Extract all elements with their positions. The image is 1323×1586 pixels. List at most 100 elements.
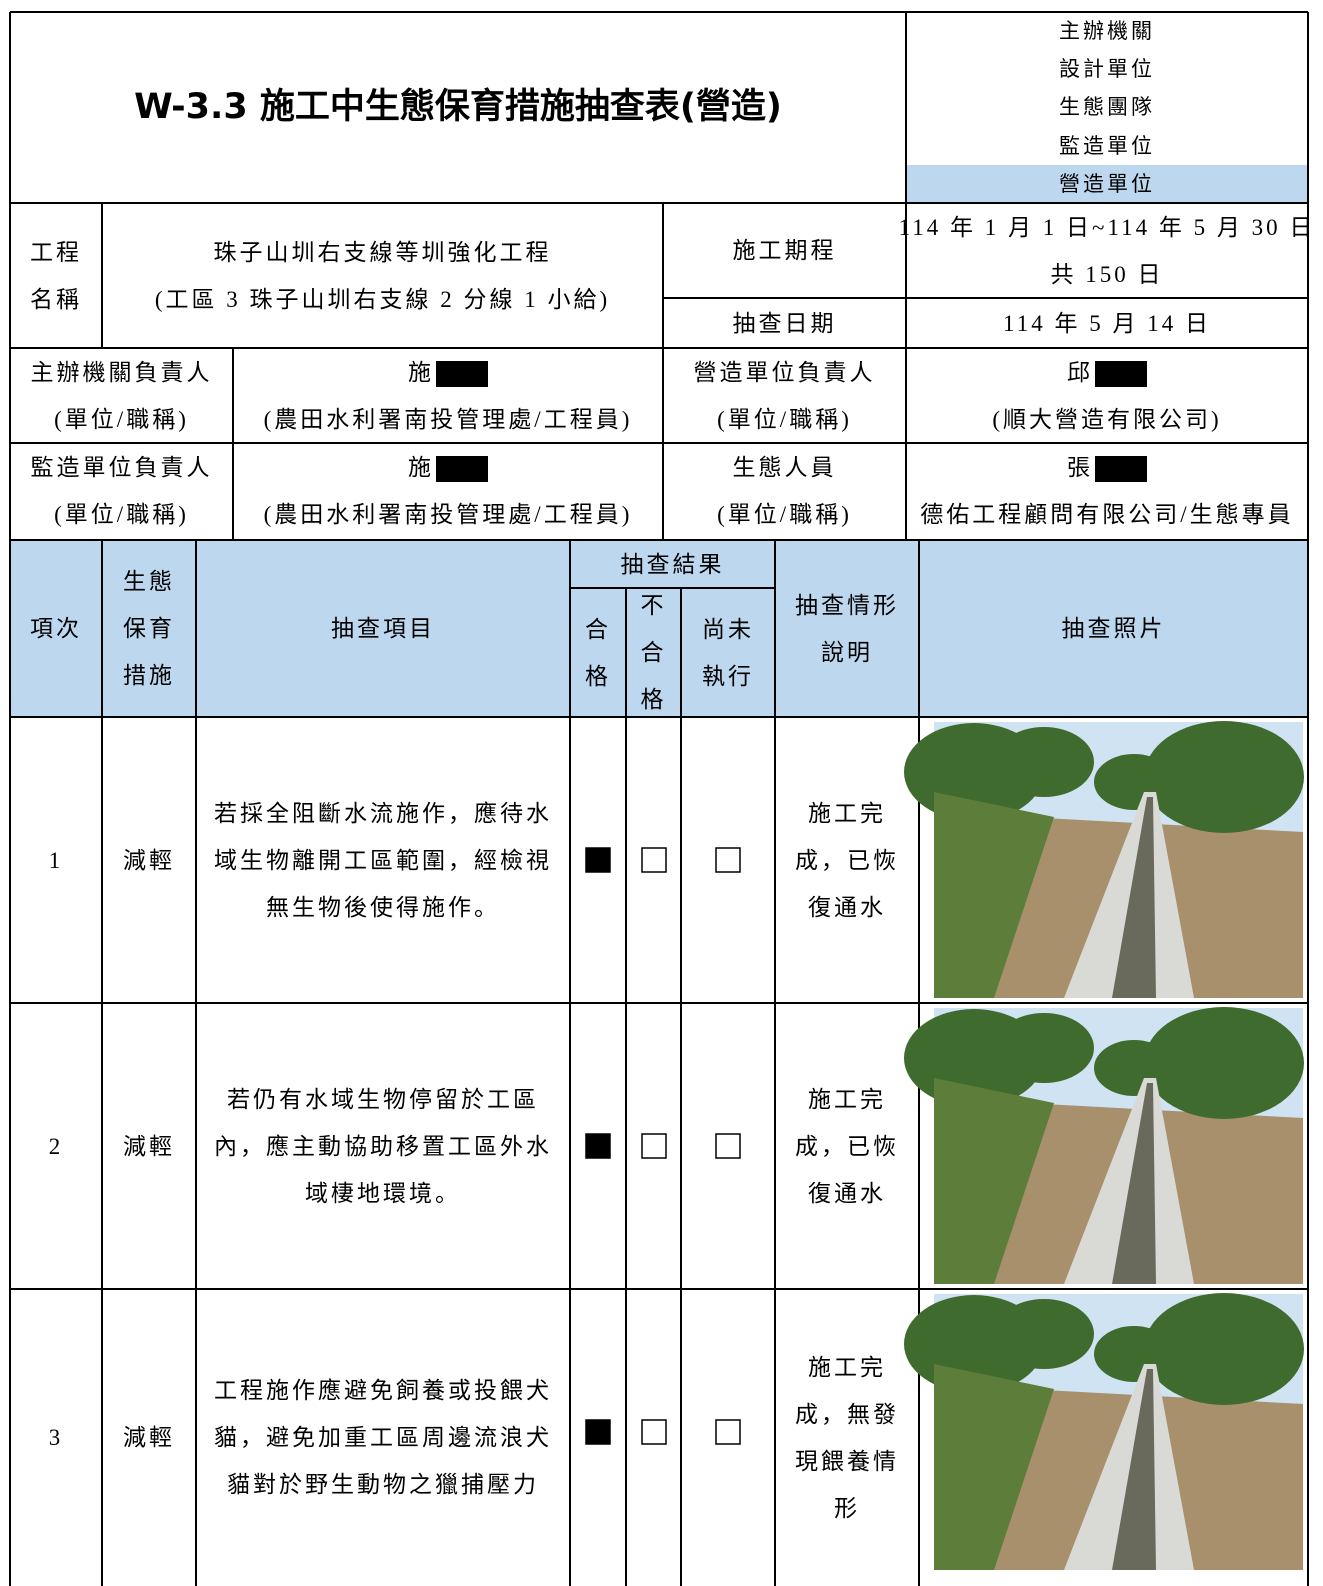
col-header-line: 不 bbox=[640, 593, 667, 618]
photo-tree bbox=[1094, 1326, 1174, 1382]
photo-channel bbox=[1064, 792, 1194, 998]
photo-tree bbox=[994, 1013, 1094, 1083]
col-header-line: 合 bbox=[585, 616, 611, 642]
unit-list-line: 營造單位 bbox=[1059, 171, 1155, 196]
checkbox bbox=[641, 1419, 667, 1445]
unit-list-line: 生態團隊 bbox=[1059, 95, 1155, 120]
photo-tree bbox=[1144, 721, 1304, 833]
check-item-line: 若採全阻斷水流施作，應待水 bbox=[214, 800, 552, 826]
role-label: 主辦機關負責人 (單位/職稱) bbox=[10, 348, 233, 443]
photo-tree bbox=[994, 727, 1094, 797]
organization: (順大營造有限公司) bbox=[992, 406, 1222, 432]
photo-channel bbox=[1064, 1364, 1194, 1570]
checkbox bbox=[641, 1133, 667, 1159]
checkbox bbox=[641, 847, 667, 873]
col-header-line: 生態 bbox=[123, 569, 175, 594]
photo-water bbox=[1112, 797, 1156, 998]
unit-list-line: 監造單位 bbox=[1059, 133, 1155, 158]
role-label-line: (單位/職稱) bbox=[54, 501, 189, 527]
checkbox bbox=[715, 1419, 741, 1445]
surname: 施 bbox=[408, 359, 434, 385]
label-line: 名稱 bbox=[30, 286, 82, 312]
person-name: 施 bbox=[408, 349, 488, 396]
person-name: 張 bbox=[1067, 444, 1147, 491]
col-header-line: 合 bbox=[640, 640, 667, 665]
check-item: 若採全阻斷水流施作，應待水 域生物離開工區範圍，經檢視 無生物後使得施作。 bbox=[196, 717, 570, 1003]
table-header-bg bbox=[10, 540, 1308, 717]
project-period-line: 共 150 日 bbox=[1050, 261, 1164, 287]
project-name-line: (工區 3 珠子山圳右支線 2 分線 1 小給) bbox=[154, 286, 611, 312]
surname: 邱 bbox=[1067, 359, 1093, 385]
photo-grass bbox=[934, 1078, 1054, 1284]
label: 抽查日期 bbox=[732, 310, 837, 336]
photo-water bbox=[1112, 1083, 1156, 1284]
role-label-line: (單位/職稱) bbox=[54, 406, 189, 432]
col-header-line: 執行 bbox=[702, 663, 754, 689]
role-label-line: 主辦機關負責人 bbox=[30, 359, 213, 385]
organization: (農田水利署南投管理處/工程員) bbox=[263, 406, 633, 432]
unit-list-line: 設計單位 bbox=[1059, 57, 1155, 82]
check-item-line: 域棲地環境。 bbox=[305, 1180, 461, 1206]
photo-grass bbox=[934, 792, 1054, 998]
remark-line: 施工完 bbox=[808, 800, 886, 826]
label: 施工期程 bbox=[732, 238, 837, 263]
col-header-line: 說明 bbox=[821, 639, 873, 665]
col-header-line: 抽查情形 bbox=[795, 592, 899, 618]
project-name: 珠子山圳右支線等圳強化工程 (工區 3 珠子山圳右支線 2 分線 1 小給) bbox=[102, 203, 663, 348]
remark-line: 復通水 bbox=[808, 894, 886, 920]
remark-line: 施工完 bbox=[808, 1354, 886, 1380]
item-number: 1 bbox=[48, 847, 64, 873]
check-item-line: 無生物後使得施作。 bbox=[266, 894, 500, 920]
redaction bbox=[1095, 361, 1147, 388]
person-name: 施 bbox=[408, 444, 488, 491]
remark-line: 成，已恢 bbox=[795, 847, 899, 873]
measure: 減輕 bbox=[123, 1133, 175, 1159]
col-header-line: 措施 bbox=[123, 663, 175, 688]
photo-tree bbox=[1144, 1293, 1304, 1405]
check-item: 工程施作應避免飼養或投餵犬 貓，避免加重工區周邊流浪犬 貓對於野生動物之獵捕壓力 bbox=[196, 1289, 570, 1586]
check-item-line: 域生物離開工區範圍，經檢視 bbox=[214, 847, 552, 873]
person: 施 (農田水利署南投管理處/工程員) bbox=[233, 348, 663, 443]
photo-grass bbox=[934, 1364, 1054, 1570]
role-label-line: (單位/職稱) bbox=[717, 406, 852, 432]
photo-tree bbox=[1094, 754, 1174, 810]
organization: 德佑工程顧問有限公司/生態專員 bbox=[920, 501, 1294, 527]
col-header-line: 保育 bbox=[123, 616, 175, 641]
col-header: 抽查項目 bbox=[331, 616, 435, 641]
col-header: 尚未 執行 bbox=[681, 588, 775, 717]
col-header: 不合格 bbox=[626, 588, 681, 717]
check-item-line: 工程施作應避免飼養或投餵犬 bbox=[214, 1378, 552, 1403]
col-header: 生態 保育 措施 bbox=[102, 540, 196, 717]
remark-line: 成，無發 bbox=[795, 1401, 899, 1427]
photo-tree bbox=[1094, 1040, 1174, 1096]
person-name: 邱 bbox=[1067, 349, 1147, 396]
remark-line: 復通水 bbox=[808, 1180, 886, 1206]
role-label-line: (單位/職稱) bbox=[717, 501, 852, 527]
col-header: 抽查結果 bbox=[620, 551, 725, 577]
role-label: 監造單位負責人 (單位/職稱) bbox=[10, 443, 233, 538]
remark-line: 施工完 bbox=[808, 1086, 886, 1112]
item-number: 3 bbox=[48, 1425, 64, 1450]
check-item-line: 貓，避免加重工區周邊流浪犬 bbox=[214, 1425, 552, 1450]
role-label: 營造單位負責人 (單位/職稱) bbox=[663, 348, 906, 443]
person: 張德佑工程顧問有限公司/生態專員 bbox=[906, 443, 1308, 538]
person: 施 (農田水利署南投管理處/工程員) bbox=[233, 443, 663, 538]
project-period: 114 年 1 月 1 日~114 年 5 月 30 日共 150 日 bbox=[899, 203, 1313, 298]
project-name-line: 珠子山圳右支線等圳強化工程 bbox=[213, 239, 552, 265]
remark-line: 形 bbox=[834, 1495, 860, 1521]
checkbox bbox=[715, 1133, 741, 1159]
label-line: 工程 bbox=[30, 239, 82, 265]
remark: 施工完 成，已恢 復通水 bbox=[775, 1003, 919, 1289]
unit-list: 主辦機關 設計單位 生態團隊 監造單位 營造單位 bbox=[906, 12, 1308, 203]
remark: 施工完成，已恢復通水 bbox=[775, 717, 919, 1003]
highlight bbox=[906, 165, 1308, 203]
organization: (農田水利署南投管理處/工程員) bbox=[263, 501, 633, 527]
role-label-line: 生態人員 bbox=[732, 454, 837, 480]
check-item-line: 若仍有水域生物停留於工區 bbox=[227, 1086, 539, 1112]
person: 邱 (順大營造有限公司) bbox=[906, 348, 1308, 443]
surname: 施 bbox=[408, 454, 434, 480]
col-header: 抽查照片 bbox=[1061, 616, 1166, 641]
photo-tree bbox=[994, 1299, 1094, 1369]
